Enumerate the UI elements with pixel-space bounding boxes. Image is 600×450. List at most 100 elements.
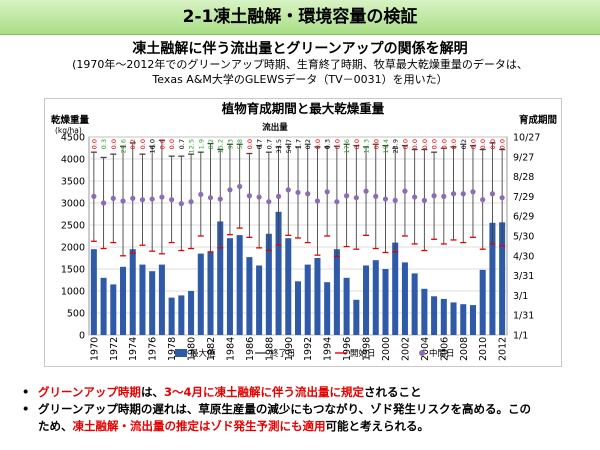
- dry-weight-bar: [120, 266, 127, 335]
- dry-weight-bar: [499, 222, 506, 335]
- runoff-value: 19.4: [382, 139, 390, 153]
- x-tick-label: 1972: [109, 337, 120, 361]
- season-mid-point: [285, 187, 291, 193]
- runoff-value: 0.7: [178, 139, 186, 149]
- season-mid-point: [207, 195, 214, 201]
- runoff-value: 0.3: [324, 139, 332, 149]
- season-mid-point: [198, 191, 204, 198]
- bullet2-part1: グリーンアップ時期の遅れは、草原生産量の減少にもつながり、ゾド発生リスクを高める…: [38, 402, 531, 416]
- chart-title: 植物育成期間と最大乾燥重量: [221, 101, 385, 116]
- runoff-value: 0.0: [139, 139, 147, 149]
- season-mid-point: [295, 189, 301, 196]
- left-tick-label: 0: [79, 331, 85, 342]
- dry-weight-bar: [333, 249, 340, 335]
- season-mid-point: [237, 183, 243, 190]
- season-mid-point: [169, 197, 175, 203]
- data-source-note-line1: (1970年～2012年でのグリーンアップ時期、生育終了時期、牧草最大乾燥重量の…: [72, 58, 528, 71]
- summary-bullets: • グリーンアップ時期は、3～4月に凍土融解に伴う流出量に規定されること • グ…: [22, 384, 582, 435]
- x-tick-label: 2006: [439, 337, 450, 361]
- dry-weight-bar: [382, 269, 389, 335]
- season-mid-point: [363, 188, 369, 194]
- season-mid-point: [256, 194, 262, 200]
- bullet2-part2: ため、: [38, 419, 73, 433]
- dry-weight-bar: [158, 264, 165, 335]
- runoff-value: 1.9: [197, 139, 205, 149]
- runoff-value: 0.0: [469, 139, 477, 149]
- season-mid-point: [344, 193, 350, 199]
- dry-weight-bar: [129, 249, 136, 335]
- bullet1-part4: されること: [363, 385, 422, 399]
- season-mid-point: [227, 187, 233, 193]
- dry-weight-bar: [275, 211, 282, 335]
- x-tick-label: 1988: [264, 337, 275, 361]
- dry-weight-bar: [207, 252, 214, 335]
- runoff-value: 8.2: [207, 139, 215, 149]
- season-mid-point: [120, 198, 126, 204]
- season-mid-point: [139, 197, 146, 203]
- season-mid-point: [334, 199, 340, 205]
- runoff-value: 0.7: [265, 139, 273, 149]
- season-mid-point: [217, 196, 223, 202]
- x-tick-label: 1980: [187, 337, 198, 361]
- dry-weight-bar: [197, 253, 204, 335]
- x-tick-label: 2012: [498, 337, 509, 361]
- x-tick-label: 2000: [381, 337, 392, 361]
- dry-weight-bar: [431, 296, 438, 335]
- season-mid-point: [149, 196, 155, 202]
- bullet1-part2: は、: [140, 385, 164, 399]
- bullet2-part4: 可能と考えられる。: [325, 419, 430, 433]
- x-tick-label: 1984: [225, 337, 236, 361]
- dry-weight-bar: [489, 222, 496, 335]
- dry-weight-bar: [324, 282, 331, 335]
- left-tick-label: 1500: [61, 265, 85, 276]
- legend-bar-swatch: [175, 349, 187, 357]
- x-tick-label: 1998: [362, 337, 373, 361]
- dry-weight-bar: [392, 242, 399, 335]
- dry-weight-bar: [285, 238, 292, 335]
- title-bar: [0, 0, 600, 35]
- runoff-value: 33.5: [275, 139, 283, 153]
- runoff-value: 54.7: [285, 139, 293, 153]
- dry-weight-bar: [479, 269, 486, 335]
- runoff-value: 0.0: [168, 139, 176, 149]
- left-tick-label: 4500: [61, 133, 85, 144]
- left-tick-label: 4000: [61, 155, 85, 166]
- x-tick-label: 2004: [420, 337, 431, 361]
- dry-weight-bar: [363, 265, 370, 335]
- season-mid-point: [499, 195, 505, 201]
- legend-mid-swatch: [419, 350, 425, 356]
- runoff-value: 21.6: [120, 139, 128, 153]
- runoff-value: 0.0: [401, 139, 409, 149]
- legend-label: 終了日: [270, 348, 296, 359]
- season-mid-point: [382, 196, 389, 202]
- x-tick-label: 1994: [323, 337, 334, 361]
- dry-weight-bar: [217, 221, 224, 335]
- season-mid-point: [441, 193, 447, 199]
- season-mid-point: [480, 197, 486, 203]
- season-mid-point: [324, 189, 330, 195]
- bullet-dot: •: [22, 385, 30, 399]
- season-mid-point: [460, 191, 466, 197]
- season-mid-point: [353, 195, 359, 201]
- runoff-value: 23.9: [392, 139, 400, 153]
- left-tick-label: 500: [67, 309, 85, 320]
- right-tick-label: 10/27: [513, 133, 540, 144]
- bullet-greenup: • グリーンアップ時期は、3～4月に凍土融解に伴う流出量に規定されること: [22, 384, 582, 401]
- season-mid-point: [305, 191, 311, 197]
- bullet-zud-risk: • グリーンアップ時期の遅れは、草原生産量の減少にもつながり、ゾド発生リスクを高…: [22, 401, 582, 435]
- runoff-value: 0.0: [489, 139, 497, 149]
- runoff-value: 0.2: [304, 139, 312, 149]
- runoff-value: 0.0: [333, 139, 341, 149]
- x-tick-label: 1982: [206, 337, 217, 361]
- dry-weight-bar: [314, 258, 321, 335]
- right-tick-label: 3/31: [513, 271, 534, 282]
- x-tick-label: 1976: [148, 337, 159, 361]
- left-tick-label: 2500: [61, 221, 85, 232]
- season-mid-point: [91, 193, 97, 199]
- legend-label: 中間日: [429, 348, 455, 359]
- runoff-value: 0.0: [450, 139, 458, 149]
- left-tick-label: 2000: [61, 243, 85, 254]
- legend-label: 最大値: [190, 348, 216, 359]
- season-mid-point: [110, 195, 116, 201]
- right-tick-label: 7/29: [513, 192, 534, 203]
